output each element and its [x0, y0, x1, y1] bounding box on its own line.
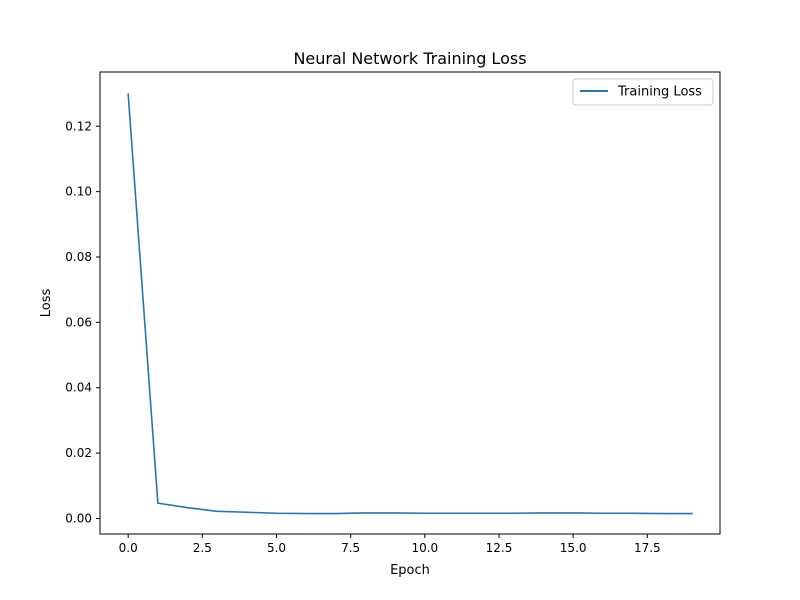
- chart-title: Neural Network Training Loss: [293, 49, 526, 68]
- series-layer: [127, 93, 693, 515]
- x-tick-label: 10.0: [411, 541, 438, 555]
- x-tick-label: 5.0: [267, 541, 286, 555]
- y-tick-label: 0.10: [65, 185, 92, 199]
- series-line-training-loss: [127, 93, 693, 515]
- y-tick-label: 0.12: [65, 119, 92, 133]
- y-axis-label: Loss: [39, 289, 54, 318]
- y-axis: 0.00 0.02 0.04 0.06 0.08 0.10 0.12: [65, 119, 100, 525]
- legend: Training Loss: [572, 78, 714, 106]
- x-tick-label: 17.5: [634, 541, 661, 555]
- y-tick-label: 0.08: [65, 250, 92, 264]
- y-tick-label: 0.04: [65, 381, 92, 395]
- y-tick-label: 0.02: [65, 446, 92, 460]
- x-tick-label: 12.5: [486, 541, 513, 555]
- legend-frame: [572, 78, 714, 106]
- x-tick-label: 15.0: [560, 541, 587, 555]
- x-axis-label: Epoch: [390, 563, 430, 578]
- x-tick-label: 0.0: [119, 541, 138, 555]
- x-axis: 0.0 2.5 5.0 7.5 10.0 12.5 15.0 17.5: [119, 534, 661, 555]
- y-tick-label: 0.06: [65, 315, 92, 329]
- x-tick-label: 7.5: [341, 541, 360, 555]
- legend-label-training-loss: Training Loss: [617, 85, 702, 100]
- plot-area: [99, 71, 721, 535]
- y-tick-label: 0.00: [65, 511, 92, 525]
- x-tick-label: 2.5: [193, 541, 212, 555]
- plot-frame: [99, 71, 721, 535]
